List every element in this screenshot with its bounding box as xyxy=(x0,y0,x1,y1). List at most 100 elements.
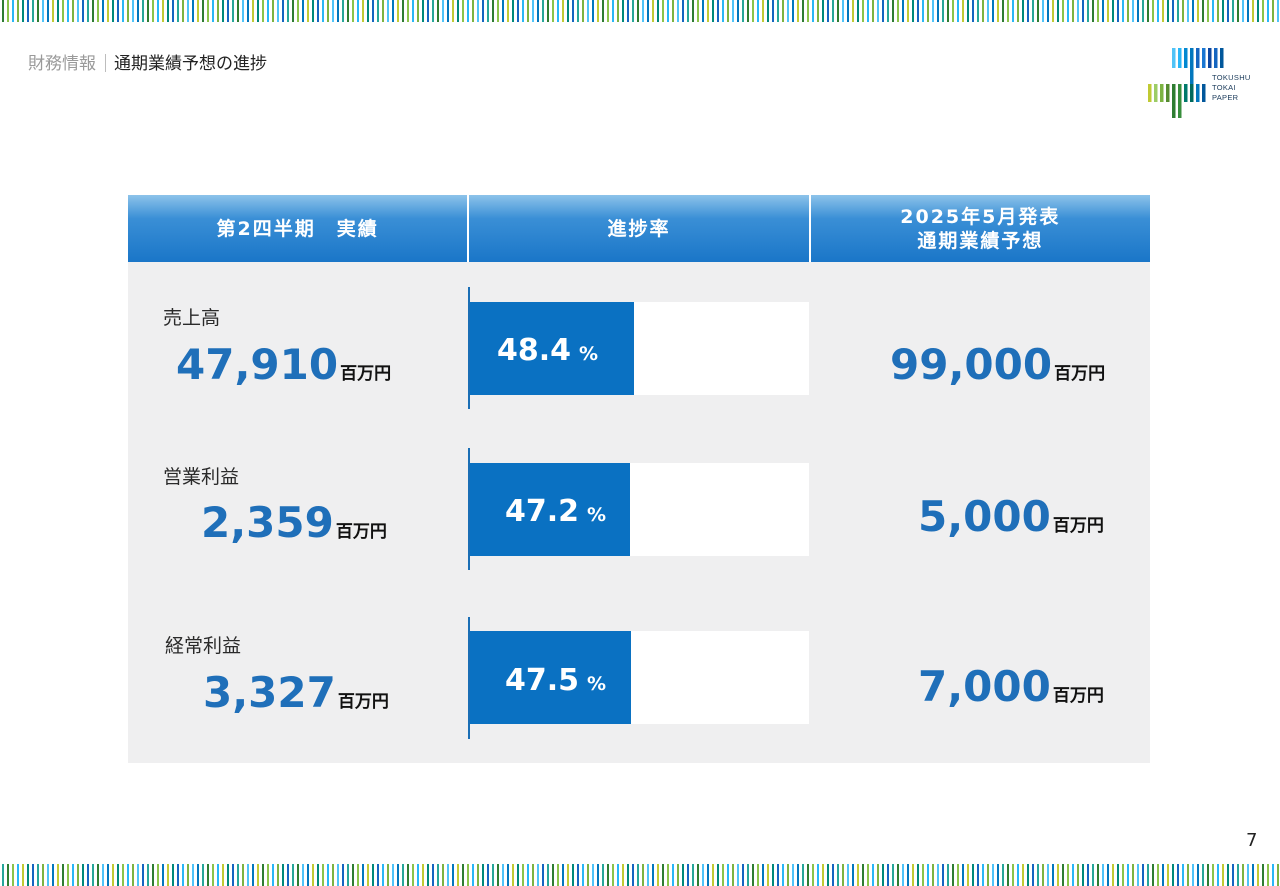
progress-label-ordinary-profit: 47.5% xyxy=(505,663,606,698)
stripe-bar xyxy=(1237,0,1239,22)
stripe-bar xyxy=(192,864,194,886)
stripe-bar xyxy=(482,864,484,886)
stripe-bar xyxy=(97,0,99,22)
progress-value: 48.4 xyxy=(497,333,572,368)
stripe-bar xyxy=(917,864,919,886)
stripe-bar xyxy=(667,864,669,886)
logo-bar xyxy=(1190,48,1194,68)
stripe-bar xyxy=(537,864,539,886)
logo-bar xyxy=(1196,84,1200,102)
stripe-bar xyxy=(1112,864,1114,886)
stripe-bar xyxy=(662,0,664,22)
stripe-bar xyxy=(1112,0,1114,22)
stripe-bar xyxy=(852,864,854,886)
stripe-bar xyxy=(852,0,854,22)
stripe-bar xyxy=(1102,0,1104,22)
stripe-bar xyxy=(1262,864,1264,886)
stripe-bar xyxy=(672,0,674,22)
stripe-bar xyxy=(132,864,134,886)
stripe-bar xyxy=(1152,864,1154,886)
stripe-bar xyxy=(112,864,114,886)
logo-bar xyxy=(1214,48,1218,68)
stripe-bar xyxy=(722,0,724,22)
stripe-bar xyxy=(662,864,664,886)
stripe-bar xyxy=(607,864,609,886)
stripe-bar xyxy=(552,0,554,22)
forecast-value-ordinary-profit: 7,000 百万円 xyxy=(918,662,1104,711)
stripe-bar xyxy=(1132,864,1134,886)
stripe-bar xyxy=(622,864,624,886)
percent-sign: % xyxy=(587,673,607,695)
stripe-bar xyxy=(942,0,944,22)
stripe-bar xyxy=(787,864,789,886)
stripe-bar xyxy=(1252,864,1254,886)
stripe-bar xyxy=(1047,0,1049,22)
stripe-bar xyxy=(332,0,334,22)
stripe-bar xyxy=(857,864,859,886)
stripe-bar xyxy=(502,0,504,22)
stripe-bar xyxy=(922,864,924,886)
stripe-bar xyxy=(797,0,799,22)
stripe-bar xyxy=(142,864,144,886)
stripe-bar xyxy=(247,864,249,886)
stripe-bar xyxy=(1207,0,1209,22)
logo-bar xyxy=(1190,84,1194,102)
progress-label-operating-profit: 47.2% xyxy=(505,494,606,529)
stripe-bar xyxy=(1037,864,1039,886)
stripe-bar xyxy=(937,0,939,22)
stripe-bar xyxy=(42,864,44,886)
stripe-bar xyxy=(807,0,809,22)
company-logo-text: TOKUSHU TOKAI PAPER xyxy=(1212,73,1251,103)
stripe-bar xyxy=(577,864,579,886)
stripe-bar xyxy=(817,864,819,886)
stripe-bar xyxy=(387,864,389,886)
stripe-bar xyxy=(532,0,534,22)
stripe-bar xyxy=(2,0,4,22)
stripe-bar xyxy=(1082,864,1084,886)
stripe-bar xyxy=(322,0,324,22)
stripe-bar xyxy=(1027,864,1029,886)
logo-bar xyxy=(1202,48,1206,68)
stripe-bar xyxy=(377,864,379,886)
stripe-bar xyxy=(272,0,274,22)
stripe-bar xyxy=(887,864,889,886)
stripe-bar xyxy=(1202,864,1204,886)
stripe-bar xyxy=(132,0,134,22)
top-stripe-decoration xyxy=(2,0,1279,22)
stripe-bar xyxy=(952,864,954,886)
stripe-bar xyxy=(282,0,284,22)
stripe-bar xyxy=(292,0,294,22)
stripe-bar xyxy=(1057,0,1059,22)
stripe-bar xyxy=(992,0,994,22)
stripe-bar xyxy=(1187,864,1189,886)
stripe-bar xyxy=(1187,0,1189,22)
stripe-bar xyxy=(302,864,304,886)
stripe-bar xyxy=(477,864,479,886)
stripe-bar xyxy=(107,0,109,22)
forecast-unit: 百万円 xyxy=(1054,364,1106,384)
stripe-bar xyxy=(1017,0,1019,22)
progress-label-sales: 48.4% xyxy=(497,333,598,368)
logo-line-1: TOKUSHU xyxy=(1212,73,1251,82)
stripe-bar xyxy=(1157,864,1159,886)
stripe-bar xyxy=(1032,0,1034,22)
stripe-bar xyxy=(352,0,354,22)
stripe-bar xyxy=(22,864,24,886)
stripe-bar xyxy=(1052,864,1054,886)
stripe-bar xyxy=(597,864,599,886)
stripe-bar xyxy=(342,864,344,886)
stripe-bar xyxy=(612,0,614,22)
stripe-bar xyxy=(1262,0,1264,22)
stripe-bar xyxy=(767,864,769,886)
stripe-bar xyxy=(562,0,564,22)
stripe-bar xyxy=(412,0,414,22)
stripe-bar xyxy=(462,864,464,886)
stripe-bar xyxy=(1212,0,1214,22)
stripe-bar xyxy=(602,0,604,22)
title-text: 通期業績予想の進捗 xyxy=(114,54,267,74)
stripe-bar xyxy=(1022,864,1024,886)
stripe-bar xyxy=(267,864,269,886)
stripe-bar xyxy=(1097,864,1099,886)
stripe-bar xyxy=(322,864,324,886)
stripe-bar xyxy=(537,0,539,22)
